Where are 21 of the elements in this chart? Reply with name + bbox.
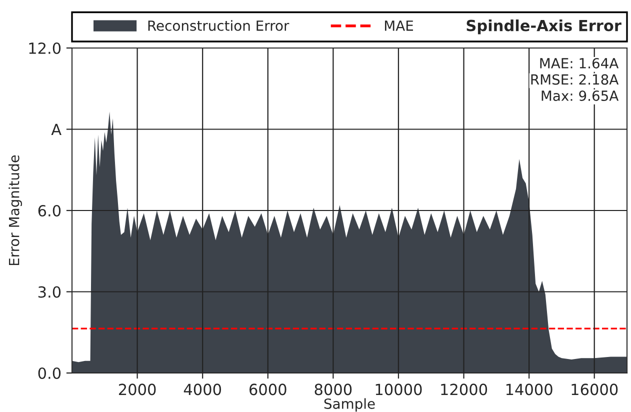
y-tick-label: A [51,124,62,136]
y-tick-label: 6.0 [38,204,61,217]
y-axis-title: Error Magnitude [8,155,22,266]
x-tick-label: 10000 [376,384,422,396]
annotation: RMSE: 2.18A [531,74,619,85]
chart-title: Spindle-Axis Error [466,19,622,34]
legend-label: MAE [384,20,413,31]
x-tick-label: 6000 [250,384,286,396]
annotation: Max: 9.65A [542,90,619,101]
x-tick-label: 16000 [572,384,618,396]
y-tick-label: 0.0 [38,367,61,380]
y-tick-label: 3.0 [38,286,61,298]
x-tick-label: 14000 [506,384,552,396]
x-axis-title: Sample [324,398,375,412]
legend-label: Reconstruction Error [148,20,290,31]
x-tick-label: 4000 [184,384,222,396]
x-tick-label: 2000 [118,384,156,396]
x-tick-label: 8000 [314,384,352,396]
annotation: MAE: 1.64A [540,58,619,68]
y-tick-label: 12.0 [29,42,61,54]
x-tick-label: 12000 [441,384,488,396]
